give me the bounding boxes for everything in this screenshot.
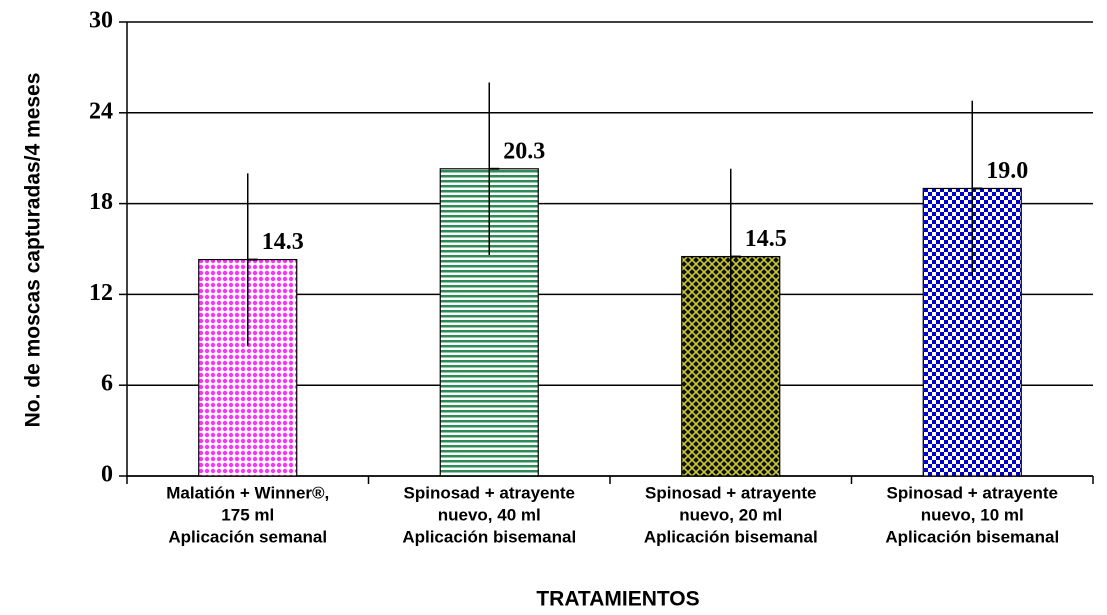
x-tick-label: Spinosad + atrayente [645, 483, 816, 502]
y-axis-label: No. de moscas capturadas/4 meses [22, 73, 45, 428]
x-tick-label: Aplicación bisemanal [644, 527, 818, 546]
x-axis-label: TRATAMIENTOS [536, 588, 699, 611]
x-tick-label: Aplicación bisemanal [402, 527, 576, 546]
y-tick-label: 6 [101, 371, 113, 397]
x-tick-label: Aplicación semanal [168, 527, 327, 546]
x-tick-label: Spinosad + atrayente [404, 483, 575, 502]
y-tick-label: 0 [101, 462, 113, 488]
y-tick-label: 24 [89, 98, 113, 124]
x-tick-label: 175 ml [221, 505, 274, 524]
value-label: 14.3 [262, 229, 304, 255]
value-label: 14.5 [745, 226, 787, 252]
x-tick-label: nuevo, 20 ml [679, 505, 782, 524]
x-tick-label: Spinosad + atrayente [887, 483, 1058, 502]
value-label: 20.3 [503, 138, 545, 164]
y-tick-label: 12 [89, 280, 113, 306]
value-label: 19.0 [986, 158, 1028, 184]
x-tick-label: nuevo, 40 ml [438, 505, 541, 524]
x-tick-label: nuevo, 10 ml [921, 505, 1024, 524]
y-tick-label: 18 [89, 189, 113, 215]
x-tick-label: Aplicación bisemanal [885, 527, 1059, 546]
x-tick-label: Malatión + Winner®, [166, 483, 329, 502]
y-tick-label: 30 [89, 8, 113, 34]
